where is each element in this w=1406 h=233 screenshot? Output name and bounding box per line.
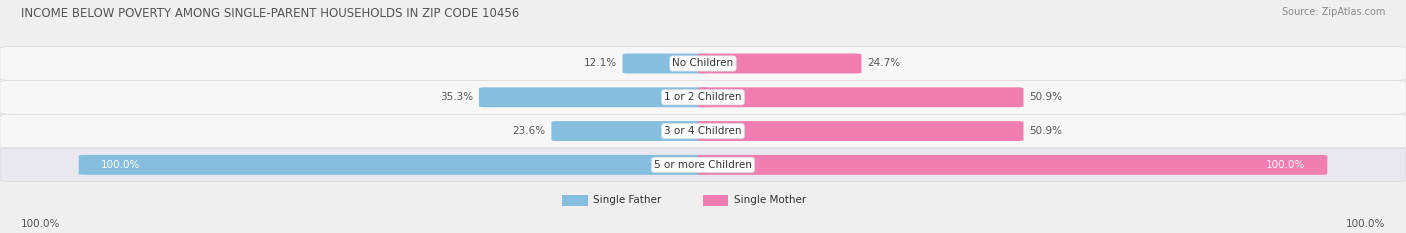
FancyBboxPatch shape <box>0 148 1406 182</box>
Text: Single Mother: Single Mother <box>734 195 806 205</box>
FancyBboxPatch shape <box>697 54 862 73</box>
FancyBboxPatch shape <box>623 54 709 73</box>
Text: 50.9%: 50.9% <box>1029 126 1062 136</box>
Text: 12.1%: 12.1% <box>583 58 617 69</box>
Text: 5 or more Children: 5 or more Children <box>654 160 752 170</box>
Text: 100.0%: 100.0% <box>101 160 141 170</box>
Text: 35.3%: 35.3% <box>440 92 474 102</box>
Text: 3 or 4 Children: 3 or 4 Children <box>664 126 742 136</box>
FancyBboxPatch shape <box>479 87 709 107</box>
FancyBboxPatch shape <box>0 114 1406 148</box>
FancyBboxPatch shape <box>697 155 1327 175</box>
Text: Source: ZipAtlas.com: Source: ZipAtlas.com <box>1281 7 1385 17</box>
Text: INCOME BELOW POVERTY AMONG SINGLE-PARENT HOUSEHOLDS IN ZIP CODE 10456: INCOME BELOW POVERTY AMONG SINGLE-PARENT… <box>21 7 519 20</box>
FancyBboxPatch shape <box>551 121 709 141</box>
Text: 24.7%: 24.7% <box>868 58 900 69</box>
FancyBboxPatch shape <box>697 87 1024 107</box>
Text: 23.6%: 23.6% <box>513 126 546 136</box>
FancyBboxPatch shape <box>703 195 728 206</box>
FancyBboxPatch shape <box>697 121 1024 141</box>
Text: 100.0%: 100.0% <box>21 219 60 229</box>
Text: 50.9%: 50.9% <box>1029 92 1062 102</box>
FancyBboxPatch shape <box>79 155 709 175</box>
Text: 100.0%: 100.0% <box>1265 160 1305 170</box>
Text: 1 or 2 Children: 1 or 2 Children <box>664 92 742 102</box>
FancyBboxPatch shape <box>0 80 1406 114</box>
FancyBboxPatch shape <box>0 47 1406 80</box>
Text: Single Father: Single Father <box>593 195 662 205</box>
Text: 100.0%: 100.0% <box>1346 219 1385 229</box>
Text: No Children: No Children <box>672 58 734 69</box>
FancyBboxPatch shape <box>562 195 588 206</box>
